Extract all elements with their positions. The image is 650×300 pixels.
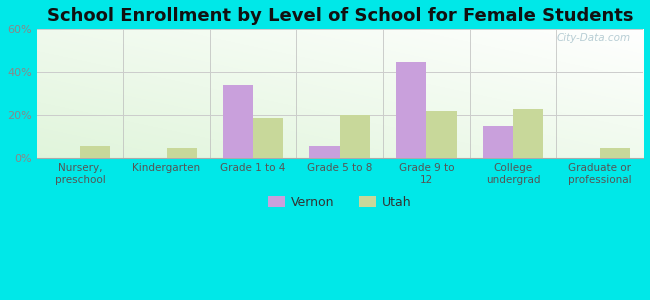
Bar	[340, 116, 370, 158]
Bar	[223, 85, 253, 158]
Bar	[483, 126, 513, 158]
Bar	[396, 61, 426, 158]
Title: School Enrollment by Level of School for Female Students: School Enrollment by Level of School for…	[47, 7, 633, 25]
Text: City-Data.com: City-Data.com	[557, 33, 631, 43]
Bar	[513, 109, 543, 158]
Bar	[600, 148, 630, 158]
Bar	[80, 146, 111, 158]
Bar	[166, 148, 197, 158]
Legend: Vernon, Utah: Vernon, Utah	[263, 191, 417, 214]
Bar	[426, 111, 457, 158]
Bar	[309, 146, 340, 158]
Bar	[253, 118, 283, 158]
